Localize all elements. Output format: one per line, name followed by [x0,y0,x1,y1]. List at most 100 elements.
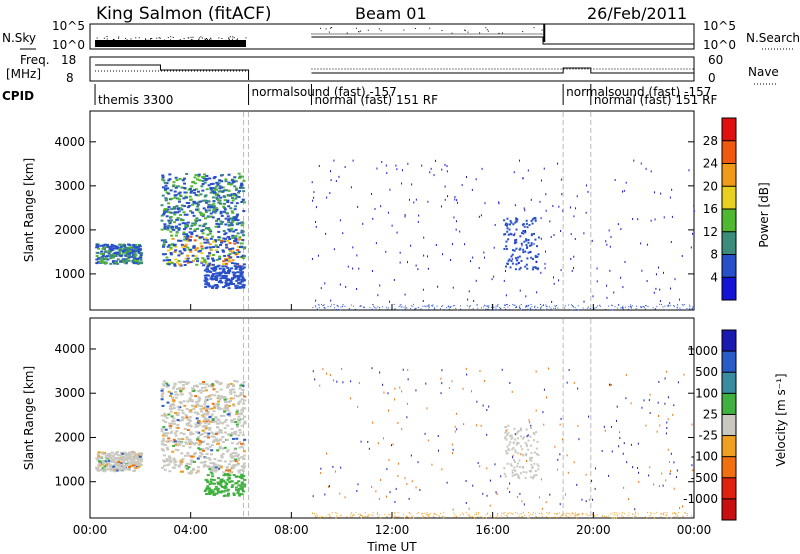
echo-pixel [212,493,216,496]
echo-pixel [506,223,509,226]
echo-pixel [224,223,228,226]
echo-pixel [435,159,437,162]
echo-pixel [486,306,488,308]
echo-pixel [555,306,557,308]
noise-dot [201,37,203,39]
echo-pixel [331,304,333,306]
noise-dot [179,39,181,41]
echo-pixel [312,199,314,202]
echo-pixel [206,241,210,244]
echo-pixel [189,409,193,412]
echo-pixel [432,305,434,307]
echo-pixel [162,437,166,440]
echo-pixel [333,248,335,251]
echo-pixel [182,205,186,208]
echo-pixel [169,392,173,395]
echo-pixel [372,421,374,424]
y-tick-label: 1000 [54,475,85,489]
echo-pixel [173,211,177,214]
echo-pixel [525,471,528,474]
echo-pixel [202,461,206,464]
echo-pixel [234,217,238,220]
echo-pixel [179,219,183,222]
echo-pixel [396,516,398,518]
echo-pixel [218,407,222,410]
echo-pixel [649,512,651,514]
echo-pixel [102,253,106,256]
echo-pixel [519,305,521,307]
echo-pixel [205,407,209,410]
velocity-y-axis-label: Slant Range [km] [22,366,36,470]
echo-pixel [168,422,172,425]
echo-pixel [224,237,228,240]
echo-pixel [615,517,617,519]
echo-pixel [225,283,229,286]
echo-pixel [232,391,236,394]
echo-pixel [327,306,329,308]
colorbar-segment [722,456,736,479]
echo-pixel [187,204,191,207]
echo-pixel [234,460,238,463]
noise-dot [126,39,128,41]
echo-pixel [190,224,194,227]
echo-pixel [335,512,337,514]
echo-pixel [525,243,528,246]
echo-pixel [236,252,240,255]
echo-pixel [191,469,195,472]
echo-pixel [512,223,515,226]
noise-dot [205,41,207,43]
echo-pixel [415,389,417,392]
echo-pixel [167,192,171,195]
echo-pixel [114,452,118,455]
echo-pixel [353,514,355,516]
echo-pixel [240,424,244,427]
echo-pixel [109,253,113,256]
power-colorbar-label: Power [dB] [757,182,771,247]
echo-pixel [176,426,180,429]
echo-pixel [183,222,187,225]
echo-pixel [215,181,219,184]
echo-pixel [161,194,165,197]
echo-pixel [110,249,114,252]
echo-pixel [489,479,491,482]
echo-pixel [504,514,506,516]
echo-pixel [486,308,488,310]
echo-pixel [107,459,111,462]
echo-pixel [240,442,244,445]
noise-dot [225,39,227,41]
echo-pixel [326,196,328,199]
echo-pixel [207,264,211,267]
echo-pixel [232,459,236,462]
echo-pixel [237,471,241,474]
echo-pixel [219,196,223,199]
nsky-trace [95,40,247,47]
echo-pixel [597,305,599,307]
echo-pixel [205,238,209,241]
echo-pixel [127,468,131,471]
echo-pixel [320,472,322,475]
echo-pixel [417,220,419,223]
echo-pixel [525,305,527,307]
echo-pixel [520,453,522,456]
echo-pixel [166,245,170,248]
echo-pixel [237,282,241,285]
echo-pixel [199,434,203,437]
echo-pixel [187,438,191,441]
echo-pixel [239,392,243,395]
echo-pixel [513,474,516,477]
echo-pixel [674,278,676,281]
echo-pixel [433,174,435,177]
noise-dot [464,30,466,32]
echo-pixel [417,307,419,309]
echo-pixel [571,513,573,515]
echo-pixel [319,384,321,387]
echo-pixel [548,306,550,308]
echo-pixel [228,480,232,483]
echo-pixel [116,258,120,261]
echo-pixel [213,211,217,214]
echo-pixel [189,235,193,238]
echo-pixel [312,370,314,373]
echo-pixel [544,262,546,265]
echo-pixel [224,265,228,268]
echo-pixel [214,485,218,488]
